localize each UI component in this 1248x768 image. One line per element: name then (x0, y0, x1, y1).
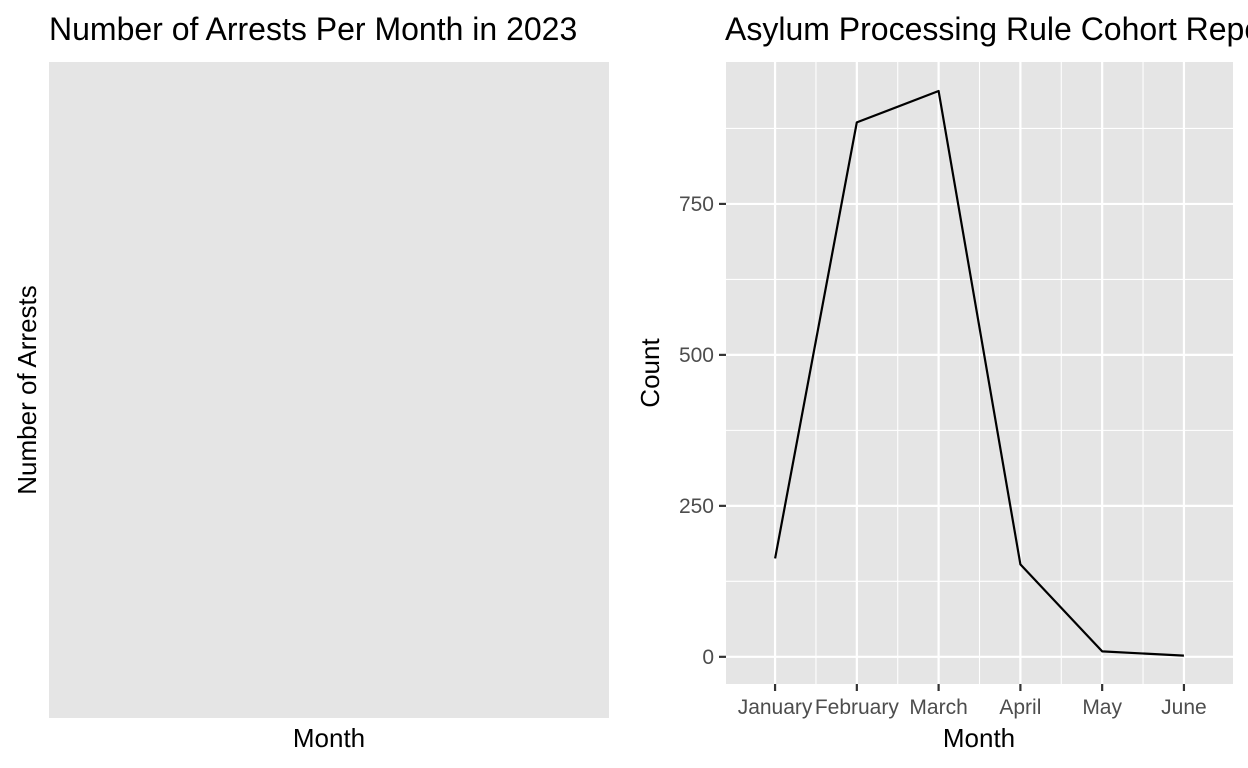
x-tick-label: April (999, 696, 1041, 719)
right-chart-title: Asylum Processing Rule Cohort Reports (725, 11, 1248, 47)
y-tick-label: 250 (679, 495, 714, 518)
right-series (774, 89, 1184, 657)
left-y-axis-title: Number of Arrests (12, 285, 42, 495)
x-tick-label: May (1082, 696, 1122, 719)
x-tick-label: February (815, 696, 900, 719)
x-tick-label: June (1161, 696, 1207, 719)
left-chart-title: Number of Arrests Per Month in 2023 (49, 11, 577, 47)
right-x-axis-title: Month (943, 723, 1015, 753)
y-tick-label: 0 (702, 646, 714, 669)
right-chart: Asylum Processing Rule Cohort Reports 0 2… (635, 11, 1248, 753)
left-plot-panel (49, 62, 609, 718)
x-tick-label: January (738, 696, 813, 719)
right-major-grid (726, 62, 1233, 684)
right-x-axis: January February March April May June (738, 684, 1207, 719)
left-chart: Number of Arrests Per Month in 2023 Mont… (12, 11, 609, 753)
series-line (774, 89, 1184, 657)
y-tick-label: 750 (679, 193, 714, 216)
right-y-axis: 0 250 500 750 (679, 193, 726, 669)
right-minor-grid (726, 62, 1233, 684)
right-y-axis-title: Count (635, 338, 665, 408)
x-tick-label: March (909, 696, 967, 719)
y-tick-label: 500 (679, 344, 714, 367)
left-x-axis-title: Month (293, 723, 365, 753)
